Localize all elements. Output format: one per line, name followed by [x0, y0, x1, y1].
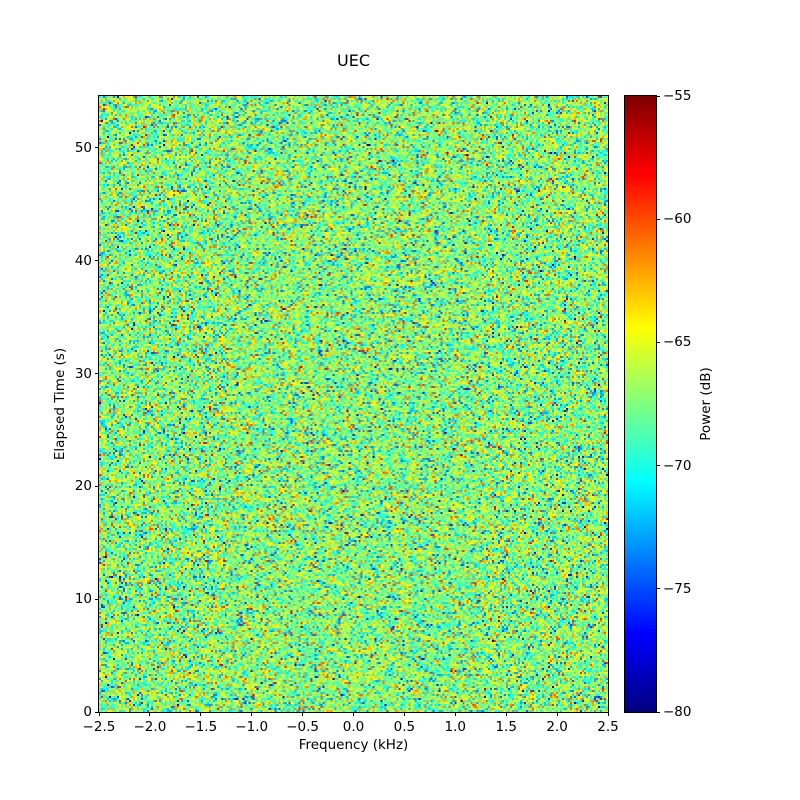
colorbar-tick-mark: [656, 465, 660, 467]
heatmap-plot-area: [98, 95, 609, 713]
x-tick-mark: [353, 712, 354, 716]
x-tick-mark: [200, 712, 202, 716]
x-tick-mark: [454, 712, 456, 716]
colorbar-tick-label: −80: [663, 704, 692, 720]
x-tick-label: −1.5: [184, 719, 218, 735]
colorbar-tick-label: −55: [663, 88, 692, 104]
y-tick-mark: [95, 373, 99, 375]
colorbar-tick-label: −65: [663, 334, 692, 351]
y-tick-label: 50: [74, 139, 92, 156]
y-tick-label: 30: [74, 365, 92, 382]
x-tick-label: −2.0: [133, 719, 167, 735]
x-tick-mark: [505, 712, 507, 716]
plot-title: UEC: [337, 51, 370, 70]
y-tick-mark: [95, 260, 99, 262]
x-tick-mark: [556, 712, 558, 716]
x-tick-label: −2.5: [82, 719, 116, 735]
colorbar-tick-mark: [656, 95, 660, 97]
x-axis-label: Frequency (kHz): [298, 737, 409, 753]
colorbar: [624, 95, 657, 713]
colorbar-tick-label: −70: [663, 457, 692, 474]
colorbar-tick-label: −60: [663, 211, 692, 228]
colorbar-tick-mark: [656, 218, 660, 220]
colorbar-tick-label: −75: [663, 580, 692, 597]
x-tick-label: 2.0: [546, 719, 568, 735]
x-tick-label: 1.0: [444, 719, 467, 735]
y-tick-mark: [95, 711, 99, 713]
x-tick-mark: [607, 712, 609, 716]
x-tick-label: −0.5: [286, 719, 319, 735]
x-tick-label: 1.5: [495, 719, 517, 735]
spectrogram-canvas: [99, 96, 608, 712]
y-tick-label: 0: [83, 704, 92, 720]
x-tick-mark: [302, 712, 304, 716]
colorbar-tick-mark: [656, 588, 660, 590]
colorbar-gradient-canvas: [625, 96, 656, 712]
x-tick-mark: [251, 712, 253, 716]
y-tick-mark: [95, 598, 99, 600]
colorbar-tick-mark: [656, 711, 660, 713]
x-tick-mark: [149, 712, 151, 716]
colorbar-tick-mark: [656, 341, 660, 343]
y-tick-mark: [95, 485, 99, 487]
x-tick-mark: [403, 712, 405, 716]
x-tick-label: −1.0: [235, 719, 269, 735]
colorbar-label: Power (dB): [698, 367, 714, 441]
x-tick-label: 0.0: [342, 719, 365, 735]
x-tick-mark: [98, 712, 100, 716]
x-tick-label: 0.5: [393, 719, 416, 735]
y-tick-label: 40: [74, 252, 92, 269]
x-tick-label: 2.5: [597, 719, 619, 735]
y-tick-label: 20: [74, 478, 92, 495]
y-tick-label: 10: [74, 591, 92, 608]
y-tick-mark: [95, 147, 99, 149]
